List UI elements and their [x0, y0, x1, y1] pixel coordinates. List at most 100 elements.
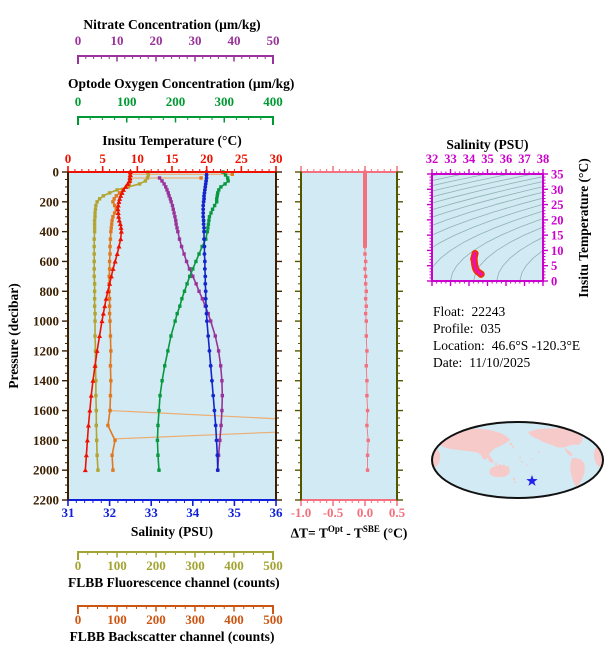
ts-density-contours [432, 174, 543, 281]
delta-t-area [301, 172, 397, 500]
svg-text:100: 100 [107, 558, 127, 573]
svg-text:1800: 1800 [33, 433, 59, 448]
svg-text:10: 10 [131, 151, 144, 166]
svg-text:38: 38 [537, 152, 550, 166]
svg-text:100: 100 [117, 94, 137, 109]
svg-text:200: 200 [146, 612, 166, 627]
svg-text:15: 15 [166, 151, 180, 166]
svg-text:500: 500 [263, 558, 283, 573]
svg-text:400: 400 [40, 224, 60, 239]
svg-text:37: 37 [518, 152, 531, 166]
svg-text:10: 10 [551, 244, 564, 258]
svg-text:200: 200 [166, 94, 186, 109]
svg-text:0: 0 [75, 33, 82, 48]
temperature-axis-title: Insitu Temperature (°C) [102, 133, 242, 148]
svg-text:1600: 1600 [33, 403, 59, 418]
delta-t-series [363, 170, 370, 472]
svg-text:33: 33 [444, 152, 457, 166]
svg-text:15: 15 [551, 229, 564, 243]
svg-text:35: 35 [551, 168, 564, 182]
svg-text:25: 25 [235, 151, 249, 166]
series-nitrate [157, 176, 225, 472]
map-australia [489, 465, 510, 478]
salinity-axis-title: Salinity (PSU) [130, 524, 214, 539]
svg-text:1400: 1400 [33, 373, 59, 388]
svg-text:200: 200 [146, 558, 166, 573]
svg-text:36: 36 [500, 152, 513, 166]
svg-text:0: 0 [53, 165, 60, 180]
svg-text:400: 400 [224, 612, 244, 627]
nitrate-axis-title: Nitrate Concentration (µm/kg) [83, 17, 261, 32]
oxygen-scale-bar: 0 100 200 300 400 [75, 94, 283, 125]
ts-temperature-title: Insitu Temperature (°C) [576, 158, 591, 298]
series-oxygen [155, 170, 230, 472]
svg-text:300: 300 [185, 558, 205, 573]
svg-text:100: 100 [107, 612, 127, 627]
svg-text:20: 20 [551, 213, 564, 227]
svg-text:600: 600 [40, 254, 60, 269]
svg-text:2000: 2000 [33, 463, 59, 478]
svg-text:31: 31 [62, 505, 75, 520]
svg-text:33: 33 [145, 505, 159, 520]
svg-text:34: 34 [186, 505, 200, 520]
delta-t-axis: -1.0 -0.5 0.0 0.5 [291, 166, 406, 520]
svg-text:800: 800 [40, 284, 60, 299]
svg-text:34: 34 [463, 152, 476, 166]
float-location-star [526, 475, 538, 486]
svg-text:300: 300 [185, 612, 205, 627]
svg-text:0: 0 [75, 612, 82, 627]
svg-text:1200: 1200 [33, 343, 59, 358]
svg-text:36: 36 [270, 505, 284, 520]
svg-text:35: 35 [481, 152, 494, 166]
svg-text:40: 40 [228, 33, 241, 48]
svg-text:2200: 2200 [33, 493, 59, 508]
profile-number-line: Profile: 035 [433, 321, 501, 336]
delta-t-pressure-ticks [295, 171, 403, 501]
svg-text:500: 500 [263, 612, 283, 627]
location-line: Location: 46.6°S -120.3°E [433, 338, 581, 353]
svg-text:-1.0: -1.0 [291, 505, 312, 520]
float-location-star-shape [526, 475, 538, 486]
svg-text:1000: 1000 [33, 314, 59, 329]
fluorescence-scale-bar: 0 100 200 300 400 500 [75, 551, 283, 573]
svg-text:300: 300 [215, 94, 235, 109]
backscatter-scale-bar: 0 100 200 300 400 500 [75, 605, 283, 627]
nitrate-scale-bar: 0 10 20 30 40 50 [75, 33, 280, 64]
svg-text:0: 0 [75, 94, 82, 109]
series-fluorescence [92, 170, 150, 472]
map-central-america [565, 448, 573, 456]
float-id-line: Float: 22243 [433, 304, 506, 319]
svg-text:-0.5: -0.5 [323, 505, 344, 520]
svg-text:400: 400 [263, 94, 283, 109]
map-south-america [570, 457, 585, 487]
salinity-axis: 31 32 33 34 35 36 [62, 500, 284, 520]
svg-text:0.5: 0.5 [389, 505, 406, 520]
svg-text:35: 35 [228, 505, 242, 520]
svg-text:25: 25 [551, 198, 564, 212]
date-line: Date: 11/10/2025 [433, 355, 531, 370]
svg-text:20: 20 [150, 33, 163, 48]
world-map [431, 421, 604, 499]
svg-text:0: 0 [65, 151, 72, 166]
oxygen-axis-title: Optode Oxygen Concentration (µm/kg) [68, 76, 295, 91]
map-eurasia [438, 428, 510, 460]
svg-text:5: 5 [551, 259, 557, 273]
delta-t-axis-title: ΔT= TOpt - TSBE (°C) [290, 524, 408, 541]
svg-text:32: 32 [103, 505, 116, 520]
pressure-axis-title: Pressure (decibar) [6, 283, 21, 389]
svg-text:400: 400 [224, 558, 244, 573]
svg-text:30: 30 [189, 33, 202, 48]
svg-text:30: 30 [551, 183, 564, 197]
svg-text:200: 200 [40, 194, 60, 209]
ts-profile-curve [470, 249, 485, 278]
pressure-axis: 0 200 400 600 800 1000 1200 1400 1600 1800 2000 220… [33, 165, 282, 508]
svg-text:0: 0 [75, 558, 82, 573]
svg-text:32: 32 [426, 152, 439, 166]
map-north-america [528, 428, 583, 448]
svg-text:5: 5 [99, 151, 106, 166]
float-info-block: Float: 22243 Profile: 035 Location: 46.6°S … [433, 303, 580, 371]
svg-text:10: 10 [111, 33, 124, 48]
